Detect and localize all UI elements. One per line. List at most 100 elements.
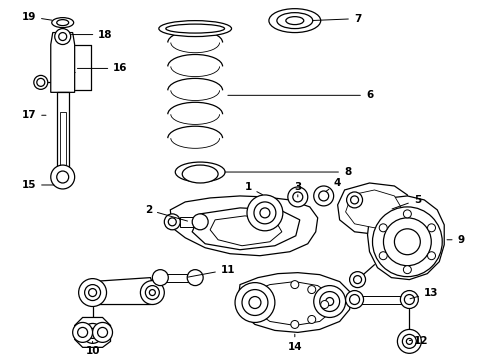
Circle shape <box>291 280 299 289</box>
Ellipse shape <box>286 17 304 24</box>
Circle shape <box>346 192 363 208</box>
Circle shape <box>428 252 436 260</box>
Polygon shape <box>250 282 332 325</box>
Circle shape <box>308 285 316 293</box>
Text: 7: 7 <box>313 14 361 24</box>
Circle shape <box>192 214 208 230</box>
Polygon shape <box>192 208 300 250</box>
Text: 4: 4 <box>326 178 342 191</box>
Ellipse shape <box>52 18 74 28</box>
Circle shape <box>93 323 113 342</box>
Polygon shape <box>368 196 444 280</box>
Circle shape <box>187 270 203 285</box>
Ellipse shape <box>277 13 313 28</box>
Circle shape <box>345 291 364 309</box>
Circle shape <box>242 289 268 315</box>
Circle shape <box>146 285 159 300</box>
Text: 1: 1 <box>245 182 263 195</box>
Polygon shape <box>180 217 200 227</box>
Ellipse shape <box>182 165 218 183</box>
Polygon shape <box>51 32 74 92</box>
Circle shape <box>349 294 360 305</box>
Circle shape <box>247 195 283 231</box>
Circle shape <box>78 279 106 306</box>
Circle shape <box>321 301 329 309</box>
Text: 10: 10 <box>85 341 100 356</box>
Circle shape <box>308 315 316 323</box>
Polygon shape <box>355 296 409 303</box>
Circle shape <box>400 291 418 309</box>
Polygon shape <box>210 216 282 246</box>
Circle shape <box>326 298 334 306</box>
Circle shape <box>141 280 164 305</box>
Circle shape <box>51 165 74 189</box>
Circle shape <box>403 210 412 218</box>
Circle shape <box>293 192 303 202</box>
Circle shape <box>406 338 413 345</box>
Circle shape <box>34 75 48 89</box>
Circle shape <box>98 328 107 337</box>
Ellipse shape <box>269 9 321 32</box>
Text: 12: 12 <box>409 336 429 346</box>
Circle shape <box>394 229 420 255</box>
Circle shape <box>85 285 100 301</box>
Circle shape <box>319 292 340 311</box>
Text: 16: 16 <box>77 63 128 73</box>
Circle shape <box>428 224 436 232</box>
Polygon shape <box>60 112 66 167</box>
Ellipse shape <box>166 24 224 33</box>
Polygon shape <box>89 278 155 305</box>
Circle shape <box>235 283 275 323</box>
Circle shape <box>57 171 69 183</box>
Circle shape <box>73 323 93 342</box>
Circle shape <box>88 328 98 338</box>
Circle shape <box>260 208 270 218</box>
Polygon shape <box>338 183 409 235</box>
Polygon shape <box>171 196 318 256</box>
Circle shape <box>402 334 416 348</box>
Text: 11: 11 <box>188 265 235 277</box>
Circle shape <box>318 191 329 201</box>
Circle shape <box>397 329 421 353</box>
Circle shape <box>254 202 276 224</box>
Circle shape <box>314 186 334 206</box>
Circle shape <box>249 297 261 309</box>
Text: 18: 18 <box>72 30 113 40</box>
Ellipse shape <box>57 20 69 26</box>
Polygon shape <box>160 274 195 282</box>
Ellipse shape <box>175 162 225 182</box>
Text: 3: 3 <box>294 182 301 197</box>
Circle shape <box>404 294 415 305</box>
Polygon shape <box>74 318 111 347</box>
Circle shape <box>372 207 442 276</box>
Text: 5: 5 <box>392 195 421 209</box>
Circle shape <box>379 224 387 232</box>
Text: 8: 8 <box>225 167 351 177</box>
Circle shape <box>403 266 412 274</box>
Circle shape <box>384 218 431 266</box>
Circle shape <box>291 320 299 328</box>
Text: 15: 15 <box>22 180 54 190</box>
Polygon shape <box>238 273 352 332</box>
Text: 14: 14 <box>288 334 302 352</box>
Circle shape <box>37 78 45 86</box>
Text: 6: 6 <box>228 90 373 100</box>
Text: 17: 17 <box>22 110 46 120</box>
Text: 2: 2 <box>145 205 188 221</box>
Circle shape <box>89 289 97 297</box>
Circle shape <box>288 187 308 207</box>
Circle shape <box>349 272 366 288</box>
Circle shape <box>149 289 155 296</box>
Text: 19: 19 <box>22 12 52 22</box>
Circle shape <box>152 270 168 285</box>
Circle shape <box>77 328 88 337</box>
Circle shape <box>354 276 362 284</box>
Circle shape <box>379 252 387 260</box>
Circle shape <box>83 323 102 343</box>
Ellipse shape <box>159 21 232 37</box>
Circle shape <box>59 32 67 41</box>
Polygon shape <box>57 92 69 167</box>
Circle shape <box>314 285 345 318</box>
Circle shape <box>168 218 176 226</box>
Text: 9: 9 <box>447 235 465 245</box>
